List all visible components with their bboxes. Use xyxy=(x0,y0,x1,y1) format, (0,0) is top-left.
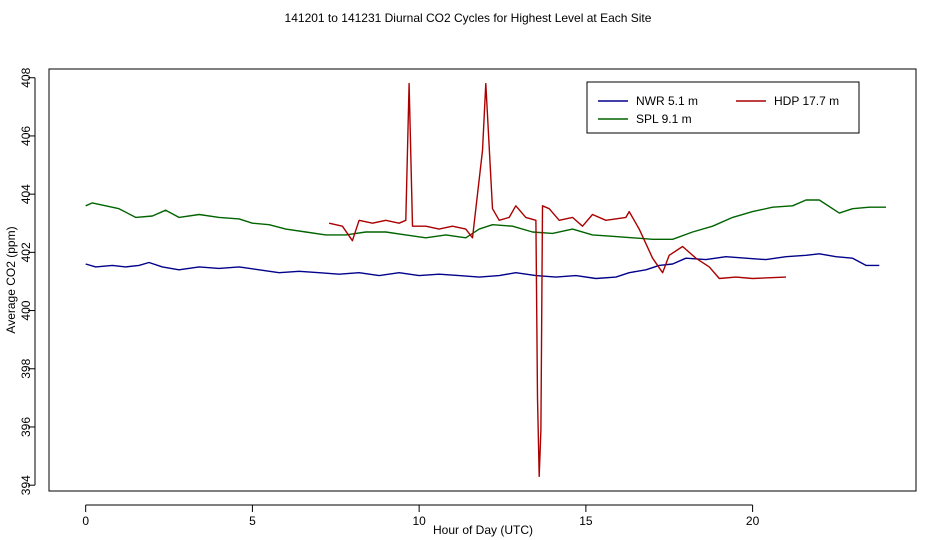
y-tick-label: 394 xyxy=(19,475,33,495)
x-tick-label: 20 xyxy=(746,514,760,528)
series-line xyxy=(328,82,787,478)
y-tick-label: 400 xyxy=(19,300,33,320)
axes: 0 5 10 15 20 394 396 398 400 402 404 406 408 xyxy=(19,67,760,528)
y-tick-label: 408 xyxy=(19,67,33,87)
y-axis-label: Average CO2 (ppm) xyxy=(4,226,18,333)
y-tick-label: 406 xyxy=(19,126,33,146)
y-tick-label: 404 xyxy=(19,184,33,204)
legend-label: SPL 9.1 m xyxy=(636,112,692,126)
series-line xyxy=(85,199,886,240)
y-tick-label: 402 xyxy=(19,242,33,262)
chart-title: 141201 to 141231 Diurnal CO2 Cycles for … xyxy=(285,11,652,25)
series-lines xyxy=(85,82,886,478)
y-tick-label: 398 xyxy=(19,358,33,378)
x-tick-label: 0 xyxy=(82,514,89,528)
series-line xyxy=(85,253,880,280)
x-axis-label: Hour of Day (UTC) xyxy=(433,523,533,537)
legend: NWR 5.1 m SPL 9.1 m HDP 17.7 m xyxy=(586,81,860,134)
legend-box xyxy=(586,81,860,134)
x-tick-label: 15 xyxy=(579,514,593,528)
legend-label: HDP 17.7 m xyxy=(774,94,839,108)
y-tick-label: 396 xyxy=(19,417,33,437)
plot-frame xyxy=(48,68,917,492)
x-tick-label: 10 xyxy=(412,514,426,528)
x-tick-label: 5 xyxy=(249,514,256,528)
legend-label: NWR 5.1 m xyxy=(636,94,698,108)
